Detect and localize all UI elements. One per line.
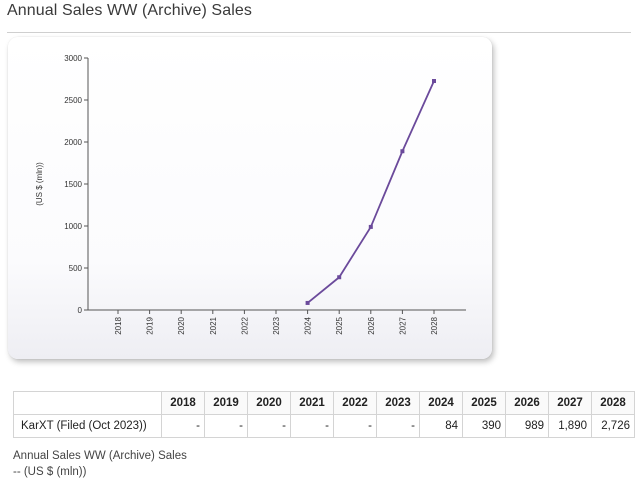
x-tick-label: 2025	[335, 316, 344, 334]
line-chart: 0 500 1000 1500 2000 2500 3000 (US $ (mln)) 2018…	[35, 54, 466, 335]
x-tick-label: 2026	[367, 316, 376, 334]
y-axis-title: (US $ (mln))	[35, 162, 44, 206]
table-cell: -	[247, 414, 291, 438]
table-cell: 390	[462, 414, 506, 438]
table-row: KarXT (Filed (Oct 2023)) - - - - - -84 390 989 1,…	[13, 414, 635, 438]
x-tick-label: 2023	[272, 316, 281, 334]
y-tick-label: 1000	[64, 222, 82, 231]
x-tick-label: 2020	[177, 316, 186, 334]
table-year-header: 2021	[290, 391, 334, 415]
y-tick-label: 2500	[64, 96, 82, 105]
chart-card: 0 500 1000 1500 2000 2500 3000 (US $ (mln)) 2018…	[8, 37, 492, 359]
x-tick-label: 2021	[209, 316, 218, 334]
data-table: 2018 2019 2020 2021 2022 2023 2024 2025 2026 2027…	[13, 391, 635, 438]
data-point	[368, 224, 373, 229]
series-line	[307, 80, 435, 304]
table-cell: -	[333, 414, 377, 438]
y-tick-label: 1500	[64, 180, 82, 189]
table-series-name: KarXT (Filed (Oct 2023))	[13, 414, 162, 438]
table-cell: -	[161, 414, 205, 438]
table-cell: -	[204, 414, 248, 438]
table-year-header: 2019	[204, 391, 248, 415]
x-tick-label: 2019	[146, 316, 155, 334]
footnote-units: -- (US $ (mln))	[13, 466, 87, 478]
x-tick-label: 2024	[304, 316, 313, 334]
y-tick-label: 2000	[64, 138, 82, 147]
data-point	[400, 149, 405, 154]
table-cell: 989	[505, 414, 549, 438]
x-tick-label: 2027	[398, 316, 407, 334]
table-year-header: 2022	[333, 391, 377, 415]
table-cell: 84	[419, 414, 463, 438]
table-year-header: 2020	[247, 391, 291, 415]
table-year-header: 2026	[505, 391, 549, 415]
x-tick-label: 2022	[240, 316, 249, 334]
table-year-header: 2024	[419, 391, 463, 415]
y-tick-label: 0	[78, 306, 83, 315]
table-year-header: 2028	[591, 391, 635, 415]
table-year-header: 2027	[548, 391, 592, 415]
footnote: Annual Sales WW (Archive) Sales -- (US $…	[13, 448, 187, 480]
page-title: Annual Sales WW (Archive) Sales	[7, 2, 252, 19]
table-corner-cell	[13, 391, 162, 415]
data-point	[337, 275, 342, 280]
x-tick-label: 2028	[430, 316, 439, 334]
table-cell: 2,726	[591, 414, 635, 438]
table-year-header: 2025	[462, 391, 506, 415]
table-cell: 1,890	[548, 414, 592, 438]
title-divider	[7, 32, 631, 33]
data-point	[305, 300, 310, 305]
table-header-row: 2018 2019 2020 2021 2022 2023 2024 2025 2026 2027…	[13, 391, 635, 415]
x-tick-label: 2018	[114, 316, 123, 334]
y-tick-label: 500	[69, 264, 83, 273]
table-cell: -	[376, 414, 420, 438]
data-point	[432, 79, 436, 84]
y-tick-label: 3000	[64, 54, 82, 63]
footnote-title: Annual Sales WW (Archive) Sales	[13, 450, 187, 462]
table-year-header: 2023	[376, 391, 420, 415]
table-cell: -	[290, 414, 334, 438]
table-year-header: 2018	[161, 391, 205, 415]
